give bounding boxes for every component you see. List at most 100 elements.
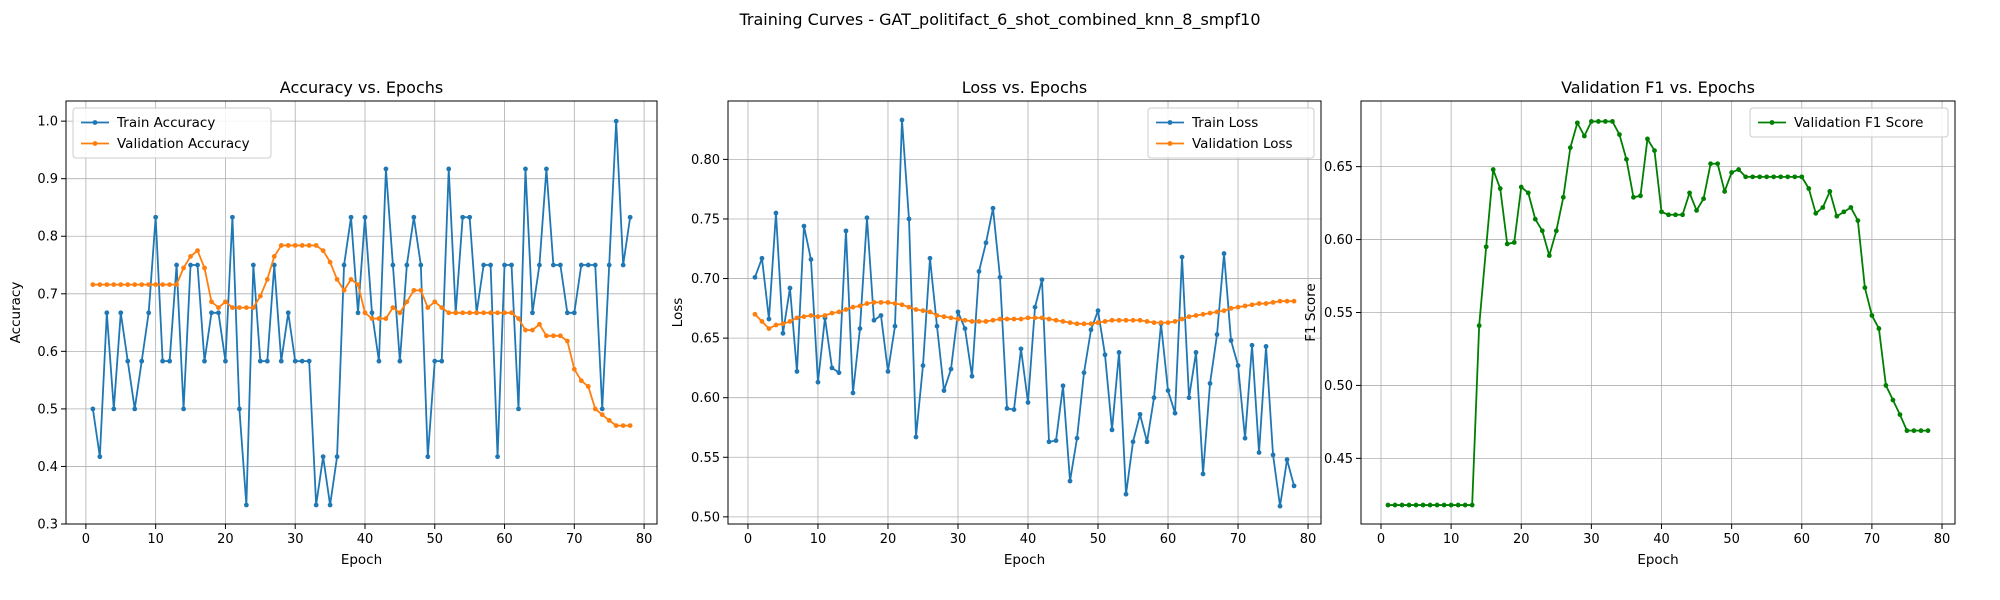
data-point [1848, 205, 1854, 210]
data-point [516, 406, 521, 412]
data-point [1067, 478, 1073, 484]
data-point [1291, 298, 1297, 304]
x-tick-label: 0 [1377, 532, 1385, 547]
data-point [104, 310, 110, 316]
data-point [320, 248, 326, 254]
data-point [1256, 450, 1262, 455]
data-point [432, 358, 438, 364]
data-point [1883, 383, 1889, 388]
data-point [146, 282, 152, 287]
data-point [1708, 161, 1713, 167]
data-point [97, 454, 103, 460]
data-point [1483, 244, 1489, 250]
data-point [376, 316, 382, 321]
data-point [348, 214, 354, 220]
x-tick-label: 40 [357, 532, 374, 547]
data-point [502, 262, 507, 268]
data-point [202, 358, 207, 364]
x-tick-label: 80 [1300, 532, 1317, 547]
data-point [962, 317, 968, 323]
plot-area [728, 101, 1321, 524]
data-point [885, 369, 891, 374]
data-point [97, 282, 103, 287]
data-point [1659, 209, 1664, 215]
data-point [1511, 240, 1517, 245]
data-point [1911, 428, 1917, 434]
data-point [327, 502, 333, 508]
data-point [997, 274, 1003, 280]
data-point [160, 358, 166, 364]
x-axis-ticks: 0 10 20 30 40 50 60 70 80 [1377, 524, 1950, 547]
data-point [871, 317, 877, 323]
data-point [1595, 119, 1601, 124]
data-point [125, 282, 131, 287]
data-point [557, 262, 563, 268]
legend-item-validation-f1-score: Validation F1 Score [1758, 115, 1923, 131]
plot-area [66, 101, 657, 524]
data-point [1645, 136, 1650, 142]
x-tick-label: 60 [1793, 532, 1810, 547]
y-tick-label: 0.80 [691, 153, 720, 168]
data-point [1179, 254, 1185, 260]
data-point [892, 323, 898, 329]
y-tick-label: 0.3 [37, 518, 58, 533]
y-tick-label: 0.50 [691, 510, 720, 525]
data-point [1081, 321, 1087, 327]
data-point [794, 369, 800, 374]
grid [728, 101, 1321, 524]
y-tick-label: 0.50 [1324, 379, 1353, 394]
data-point [878, 299, 884, 305]
data-point [1102, 352, 1108, 358]
data-point [488, 262, 493, 268]
data-point [1862, 285, 1868, 291]
subplot-loss-vs-epochs: 0 10 20 30 40 50 60 70 80 0.50 0.55 0.60 0.65 0.70 0.7… [670, 78, 1322, 568]
x-tick-label: 30 [950, 532, 967, 547]
data-point [418, 287, 424, 293]
data-point [1560, 194, 1566, 200]
data-point [1109, 317, 1115, 323]
x-tick-label: 30 [287, 532, 304, 547]
data-point [801, 223, 807, 229]
data-point [278, 358, 284, 364]
data-point [1144, 319, 1150, 324]
data-point [1032, 315, 1038, 321]
data-point [495, 454, 500, 460]
data-point [446, 310, 452, 316]
x-axis-label: Epoch [1004, 552, 1045, 568]
data-point [1448, 502, 1454, 508]
data-point [578, 262, 584, 268]
data-point [1151, 395, 1157, 401]
data-point [1151, 320, 1157, 326]
data-point [1427, 502, 1433, 508]
x-tick-label: 70 [566, 532, 583, 547]
data-point [1771, 174, 1777, 180]
data-point [1434, 502, 1440, 508]
data-point [1539, 228, 1545, 234]
data-point [118, 282, 124, 287]
data-point [801, 314, 807, 320]
data-point [195, 248, 200, 254]
data-point [920, 363, 926, 368]
data-point [829, 310, 835, 316]
subplot-validation-f1-vs-epochs: 0 10 20 30 40 50 60 70 80 0.45 0.50 0.55 0.60 0.65 Val… [1303, 78, 1956, 568]
data-point [1039, 315, 1045, 321]
data-point [230, 214, 235, 220]
data-point [1603, 119, 1608, 124]
data-point [355, 310, 361, 316]
data-point [1221, 308, 1227, 314]
legend-box [72, 107, 272, 159]
data-point [146, 310, 152, 316]
y-axis-ticks: 0.3 0.4 0.5 0.6 0.7 0.8 0.9 1.0 [37, 115, 66, 533]
data-point [1497, 186, 1503, 191]
data-point [313, 502, 319, 508]
data-point [1053, 317, 1059, 323]
data-point [990, 205, 996, 211]
data-point [1214, 332, 1220, 337]
data-point [523, 327, 528, 333]
data-point [236, 406, 242, 412]
data-point [306, 358, 312, 364]
data-point [1876, 326, 1882, 331]
y-tick-label: 0.60 [691, 391, 720, 406]
data-point [1172, 319, 1178, 324]
x-tick-label: 60 [1160, 532, 1177, 547]
